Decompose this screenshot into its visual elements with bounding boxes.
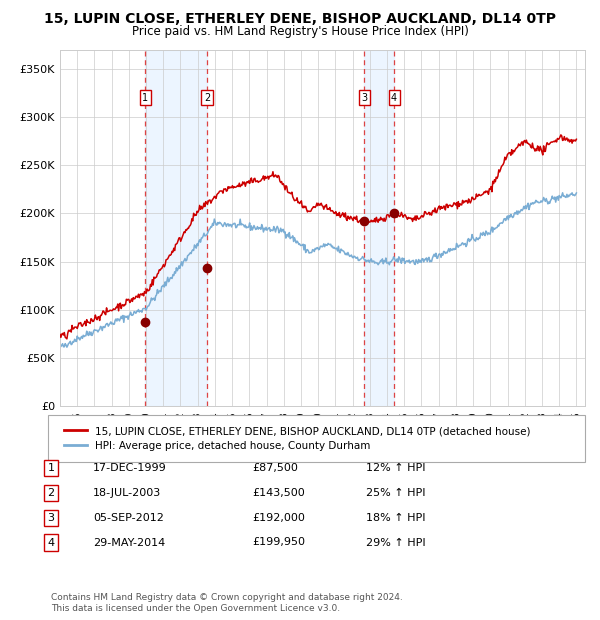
- Text: 15, LUPIN CLOSE, ETHERLEY DENE, BISHOP AUCKLAND, DL14 0TP: 15, LUPIN CLOSE, ETHERLEY DENE, BISHOP A…: [44, 12, 556, 27]
- Text: 4: 4: [391, 93, 397, 103]
- Text: £192,000: £192,000: [252, 513, 305, 523]
- Text: 4: 4: [47, 538, 55, 547]
- Text: 3: 3: [361, 93, 367, 103]
- Text: 3: 3: [47, 513, 55, 523]
- Text: 29-MAY-2014: 29-MAY-2014: [93, 538, 165, 547]
- Bar: [145, 50, 207, 406]
- Text: £87,500: £87,500: [252, 463, 298, 473]
- Text: 25% ↑ HPI: 25% ↑ HPI: [366, 488, 425, 498]
- Text: 2: 2: [47, 488, 55, 498]
- Legend: 15, LUPIN CLOSE, ETHERLEY DENE, BISHOP AUCKLAND, DL14 0TP (detached house), HPI:: 15, LUPIN CLOSE, ETHERLEY DENE, BISHOP A…: [59, 421, 536, 456]
- Bar: [364, 50, 394, 406]
- Text: £143,500: £143,500: [252, 488, 305, 498]
- Text: Price paid vs. HM Land Registry's House Price Index (HPI): Price paid vs. HM Land Registry's House …: [131, 25, 469, 38]
- FancyBboxPatch shape: [48, 415, 585, 462]
- Text: Contains HM Land Registry data © Crown copyright and database right 2024.
This d: Contains HM Land Registry data © Crown c…: [51, 593, 403, 613]
- Text: 1: 1: [142, 93, 148, 103]
- Text: 2: 2: [204, 93, 210, 103]
- Text: 05-SEP-2012: 05-SEP-2012: [93, 513, 164, 523]
- Text: 29% ↑ HPI: 29% ↑ HPI: [366, 538, 425, 547]
- Text: £199,950: £199,950: [252, 538, 305, 547]
- Text: 18-JUL-2003: 18-JUL-2003: [93, 488, 161, 498]
- Text: 18% ↑ HPI: 18% ↑ HPI: [366, 513, 425, 523]
- Text: 1: 1: [47, 463, 55, 473]
- Text: 12% ↑ HPI: 12% ↑ HPI: [366, 463, 425, 473]
- Text: 17-DEC-1999: 17-DEC-1999: [93, 463, 167, 473]
